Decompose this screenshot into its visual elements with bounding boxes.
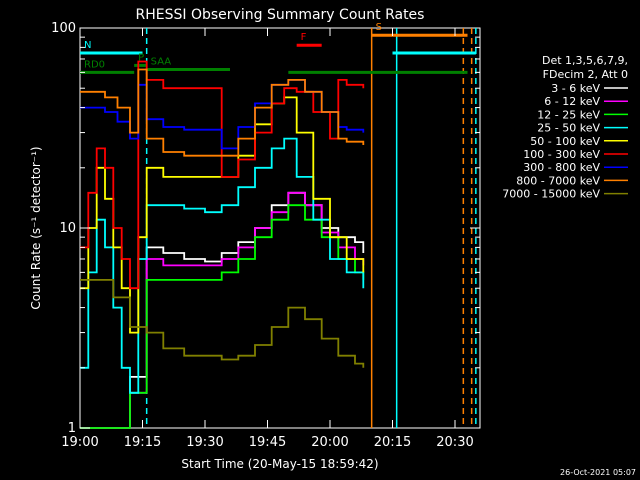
legend-header: FDecim 2, Att 0 <box>543 68 628 81</box>
x-tick-label: 20:15 <box>374 435 411 450</box>
series-line <box>80 204 365 429</box>
plot-area: N RD0 P SAA F S <box>80 22 477 429</box>
chart-title: RHESSI Observing Summary Count Rates <box>136 7 425 23</box>
state-label: P <box>138 52 144 63</box>
series-line <box>80 68 365 157</box>
x-tick-label: 19:15 <box>124 435 161 450</box>
y-tick-label: 1 <box>68 421 76 436</box>
y-axis-label: Count Rate (s⁻¹ detector⁻¹) <box>29 146 43 309</box>
state-label: S <box>376 22 382 33</box>
x-tick-label: 19:30 <box>186 435 223 450</box>
legend-label: 100 - 300 keV <box>523 148 600 161</box>
series-line <box>80 96 365 334</box>
x-tick-label: 20:30 <box>436 435 473 450</box>
legend: Det 1,3,5,6,7,9,FDecim 2, Att 03 - 6 keV… <box>502 54 628 201</box>
legend-label: 50 - 100 keV <box>530 135 600 148</box>
legend-header: Det 1,3,5,6,7,9, <box>542 54 628 67</box>
legend-label: 6 - 12 keV <box>544 95 600 108</box>
plot-frame <box>79 27 481 429</box>
state-label: RD0 <box>84 59 105 70</box>
state-label: SAA <box>151 57 172 68</box>
y-tick-label: 100 <box>51 21 76 36</box>
legend-label: 7000 - 15000 keV <box>502 188 600 201</box>
x-axis-label: Start Time (20-May-15 18:59:42) <box>181 457 378 471</box>
legend-label: 3 - 6 keV <box>551 82 600 95</box>
footer-timestamp: 26-Oct-2021 05:07 <box>560 468 636 477</box>
x-tick-label: 19:45 <box>249 435 286 450</box>
legend-label: 25 - 50 keV <box>537 122 600 135</box>
x-tick-label: 19:00 <box>61 435 98 450</box>
legend-label: 12 - 25 keV <box>537 108 600 121</box>
series-line <box>80 279 365 368</box>
legend-label: 300 - 800 keV <box>523 161 600 174</box>
state-label: N <box>84 40 91 51</box>
state-label: F <box>301 32 307 43</box>
y-tick-label: 10 <box>59 221 76 236</box>
x-tick-label: 20:00 <box>311 435 348 450</box>
axis-ticks: 19:00 19:15 19:30 19:45 20:00 20:15 20:30 1 10 10… <box>51 21 480 450</box>
legend-label: 800 - 7000 keV <box>516 174 600 187</box>
